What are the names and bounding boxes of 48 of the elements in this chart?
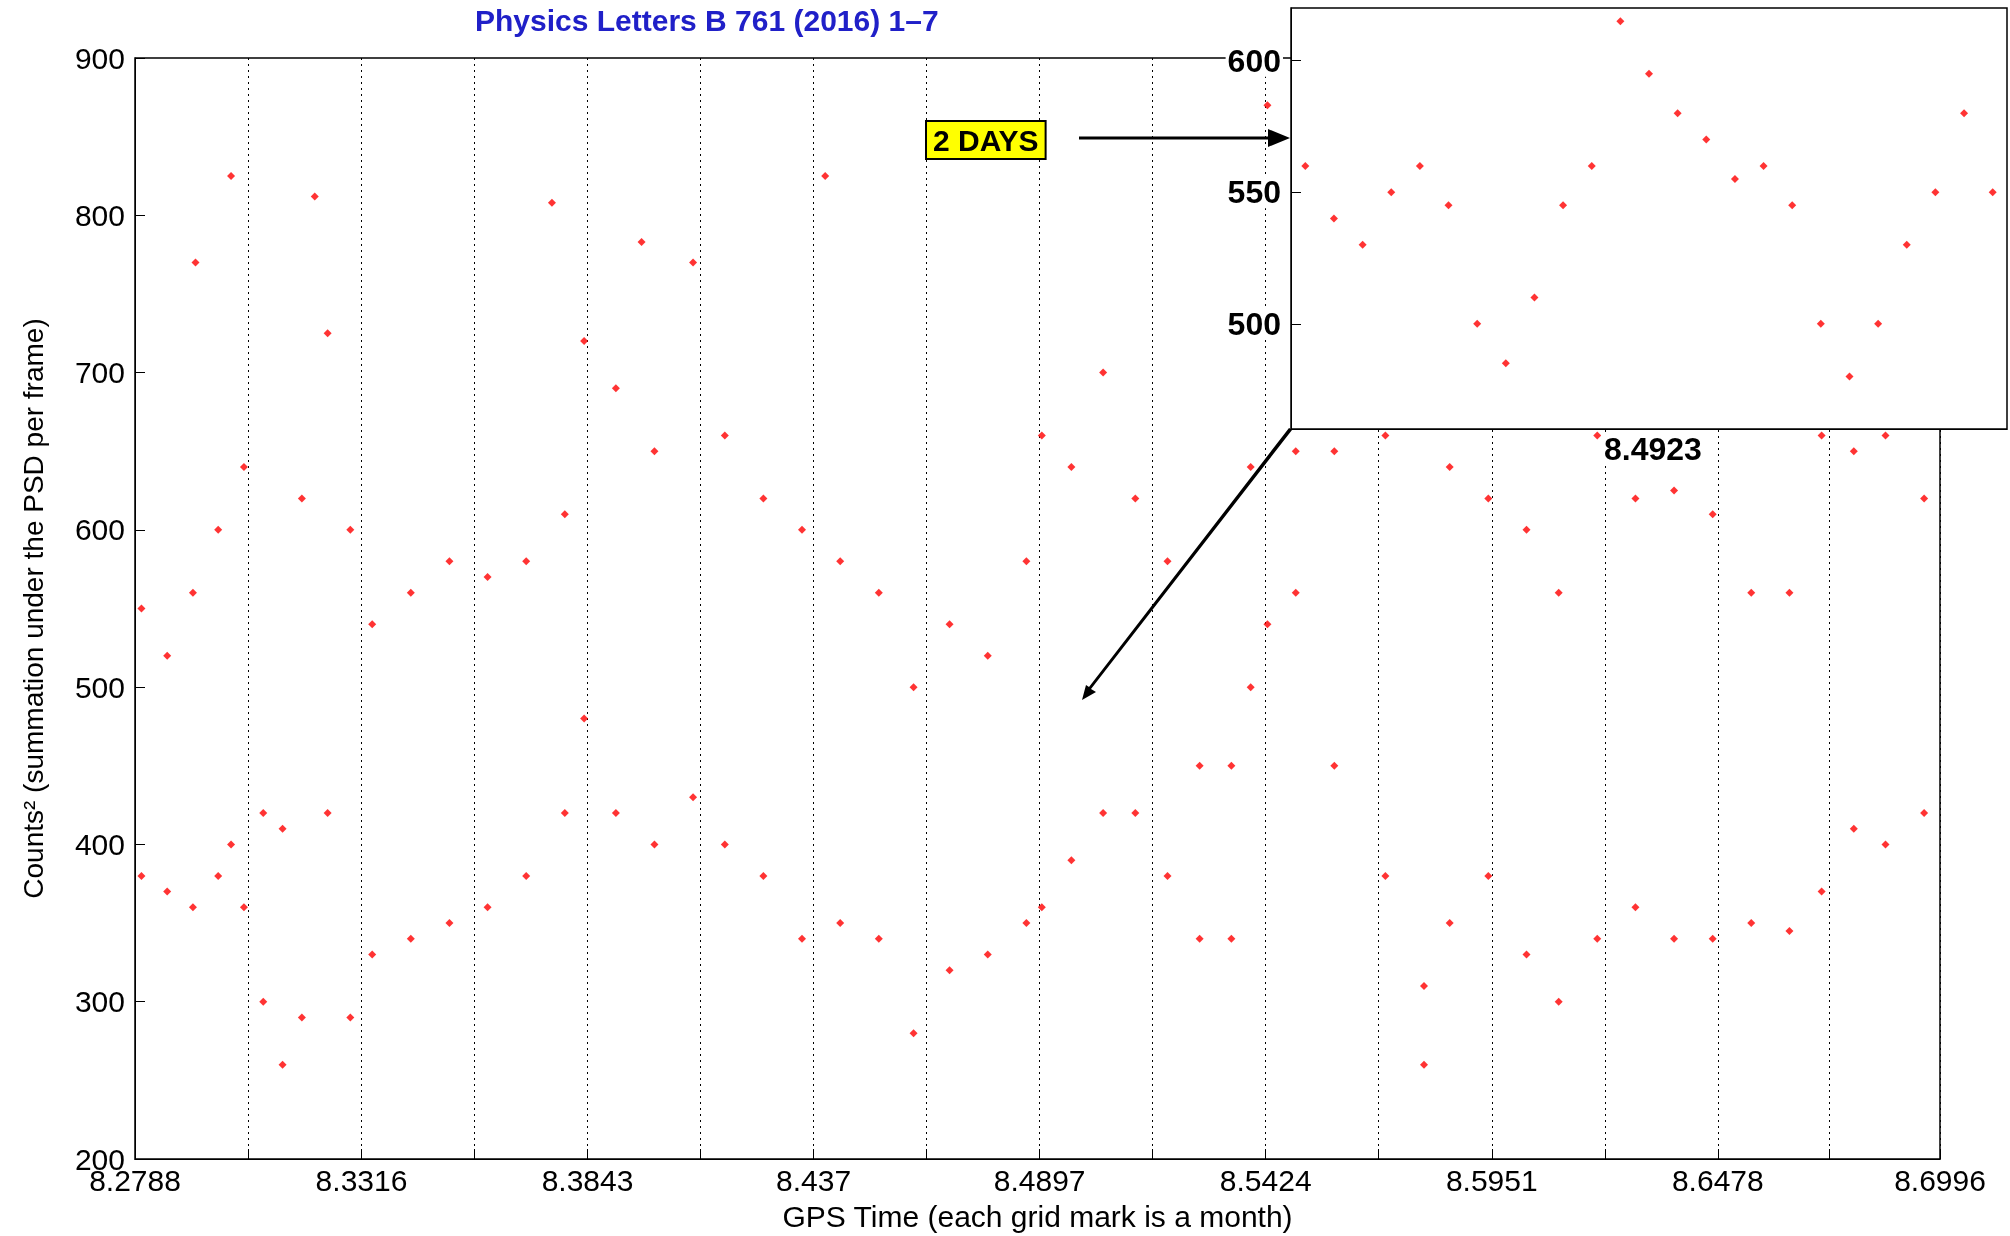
y-tick-label: 550 <box>1227 174 1281 211</box>
y-tick-label: 300 <box>74 985 125 1019</box>
y-tick-label: 900 <box>74 41 125 75</box>
point <box>1673 109 1682 118</box>
point <box>1902 240 1911 249</box>
x-axis-title: GPS Time (each grid mark is a month) <box>782 1199 1293 1233</box>
point <box>1358 240 1367 249</box>
y-tick-label: 700 <box>74 356 125 390</box>
point <box>1759 161 1768 170</box>
point <box>1473 319 1482 328</box>
x-tick-label: 8.3316 <box>315 1163 408 1197</box>
point <box>1988 188 1997 197</box>
y-tick-label: 500 <box>1227 305 1281 342</box>
annotation: 8.4923 <box>1604 431 1702 467</box>
x-tick-label: 8.6478 <box>1671 1163 1764 1197</box>
x-tick-label: 8.5424 <box>1219 1163 1312 1197</box>
point <box>1387 188 1396 197</box>
y-tick-label: 600 <box>74 513 125 547</box>
point <box>1616 17 1625 26</box>
y-tick-label: 600 <box>1227 42 1281 79</box>
point <box>1702 135 1711 144</box>
point <box>1960 109 1969 118</box>
x-tick-label: 8.3843 <box>541 1163 634 1197</box>
point <box>1301 161 1310 170</box>
point <box>1874 319 1883 328</box>
y-axis-title: Counts² (summation under the PSD per frame) <box>17 318 49 899</box>
x-tick-label: 8.6996 <box>1894 1163 1986 1197</box>
x-tick-label: 8.437 <box>776 1163 852 1197</box>
point <box>1415 161 1424 170</box>
x-tick-label: 8.5951 <box>1445 1163 1538 1197</box>
point <box>1816 319 1825 328</box>
chart-title: Physics Letters B 761 (2016) 1–7 <box>475 3 939 37</box>
point <box>1645 69 1653 78</box>
point <box>1730 175 1739 184</box>
point <box>1501 359 1510 368</box>
point <box>1329 214 1338 223</box>
point <box>1788 201 1797 210</box>
point <box>1559 201 1568 210</box>
y-tick-label: 800 <box>74 198 125 232</box>
y-tick-label: 500 <box>74 670 125 704</box>
point <box>1530 293 1539 302</box>
x-tick-label: 8.4897 <box>993 1163 1086 1197</box>
point <box>1931 188 1940 197</box>
annotation: 2 DAYS <box>933 123 1039 157</box>
y-tick-label: 400 <box>74 827 125 861</box>
point <box>1845 372 1854 381</box>
point <box>1444 201 1453 210</box>
point <box>1587 161 1596 170</box>
